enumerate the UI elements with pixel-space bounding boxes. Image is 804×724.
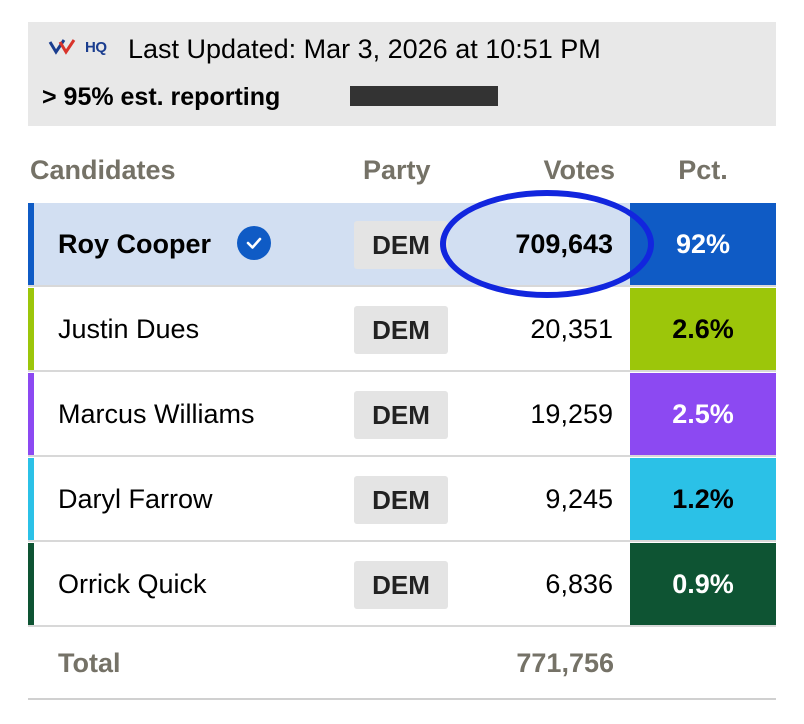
vote-percentage: 2.5%	[630, 373, 776, 455]
party-badge: DEM	[354, 306, 448, 354]
party-badge: DEM	[354, 476, 448, 524]
column-header-pct: Pct.	[678, 155, 728, 185]
candidate-color-bar	[28, 288, 34, 370]
vote-count: 9,245	[545, 484, 613, 514]
vote-percentage: 1.2%	[630, 458, 776, 540]
logo-hq-text: HQ	[85, 38, 107, 56]
table-row[interactable]: Roy Cooper DEM 709,643 92%	[28, 203, 776, 287]
table-row[interactable]: Marcus Williams DEM 19,259 2.5%	[28, 373, 776, 457]
candidate-color-bar	[28, 543, 34, 625]
table-row[interactable]: Orrick Quick DEM 6,836 0.9%	[28, 543, 776, 627]
candidate-name: Orrick Quick	[58, 569, 207, 599]
reporting-status: > 95% est. reporting	[42, 83, 281, 111]
vote-percentage: 0.9%	[630, 543, 776, 625]
annotation-circle	[440, 190, 654, 298]
checkmark-logo-icon	[48, 39, 76, 55]
vote-percentage: 92%	[630, 203, 776, 285]
column-header-party: Party	[363, 155, 431, 185]
party-badge: DEM	[354, 221, 448, 269]
candidate-color-bar	[28, 458, 34, 540]
vote-percentage: 2.6%	[630, 288, 776, 370]
table-bottom-rule	[28, 698, 776, 700]
table-row[interactable]: Daryl Farrow DEM 9,245 1.2%	[28, 458, 776, 542]
candidate-name: Marcus Williams	[58, 399, 255, 429]
last-updated: Last Updated: Mar 3, 2026 at 10:51 PM	[128, 34, 601, 64]
total-votes: 771,756	[516, 648, 614, 678]
winner-check-icon	[237, 226, 271, 260]
vote-count: 6,836	[545, 569, 613, 599]
redaction-bar	[350, 86, 498, 106]
column-header-votes: Votes	[543, 155, 615, 185]
table-row[interactable]: Justin Dues DEM 20,351 2.6%	[28, 288, 776, 372]
vote-count: 19,259	[530, 399, 613, 429]
candidate-color-bar	[28, 203, 34, 285]
candidate-name: Roy Cooper	[58, 229, 212, 259]
total-label: Total	[58, 648, 121, 678]
party-badge: DEM	[354, 561, 448, 609]
vote-count: 20,351	[530, 314, 613, 344]
candidate-name: Daryl Farrow	[58, 484, 213, 514]
results-header: HQ Last Updated: Mar 3, 2026 at 10:51 PM…	[28, 22, 776, 126]
party-badge: DEM	[354, 391, 448, 439]
candidate-name: Justin Dues	[58, 314, 200, 344]
candidate-color-bar	[28, 373, 34, 455]
column-header-candidates: Candidates	[30, 155, 176, 185]
ddhq-logo: HQ	[48, 38, 107, 56]
